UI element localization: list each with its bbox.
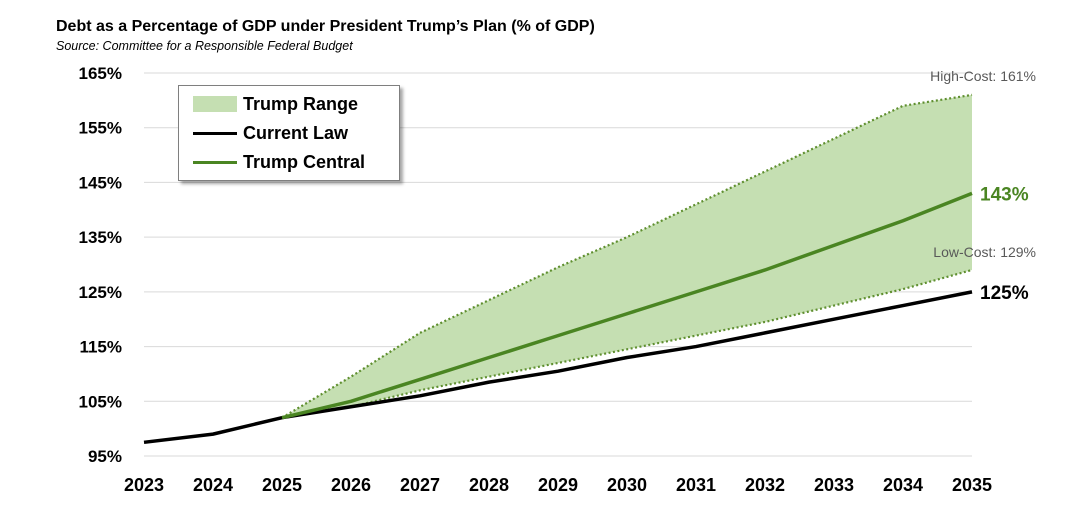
- y-tick-label: 155%: [79, 119, 122, 138]
- trump-range-area: [282, 94, 972, 418]
- annotation-high-cost: High-Cost: 161%: [930, 68, 1036, 84]
- legend: Trump Range Current Law Trump Central: [178, 85, 400, 181]
- annotation-central-end: 143%: [980, 184, 1029, 205]
- y-tick-label: 115%: [79, 338, 122, 357]
- legend-label: Trump Central: [243, 151, 366, 172]
- x-tick-label: 2034: [883, 475, 923, 495]
- legend-swatch-current-law: [193, 131, 237, 135]
- range-high-edge: [281, 93, 973, 419]
- y-tick-label: 145%: [79, 173, 122, 192]
- chart-title: Debt as a Percentage of GDP under Presid…: [56, 18, 595, 35]
- x-tick-label: 2028: [469, 475, 509, 495]
- legend-swatch-range: [193, 96, 237, 112]
- legend-item-trump-central: Trump Central: [193, 151, 365, 173]
- x-tick-label: 2024: [193, 475, 233, 495]
- x-tick-label: 2029: [538, 475, 578, 495]
- y-tick-label: 105%: [79, 392, 122, 411]
- legend-swatch-trump-central: [193, 160, 237, 164]
- x-tick-label: 2025: [262, 475, 302, 495]
- y-tick-label: 135%: [79, 228, 122, 247]
- x-tick-label: 2033: [814, 475, 854, 495]
- legend-item-trump-range: Trump Range: [193, 93, 358, 115]
- legend-label: Current Law: [243, 122, 349, 143]
- annotation-current-end: 125%: [980, 283, 1029, 304]
- y-tick-label: 165%: [79, 64, 122, 83]
- chart-subtitle: Source: Committee for a Responsible Fede…: [56, 39, 353, 53]
- legend-item-current-law: Current Law: [193, 122, 348, 144]
- x-tick-label: 2035: [952, 475, 992, 495]
- x-tick-label: 2032: [745, 475, 785, 495]
- range-low-edge: [281, 268, 973, 419]
- annotation-low-cost: Low-Cost: 129%: [933, 244, 1036, 260]
- x-tick-label: 2031: [676, 475, 716, 495]
- x-tick-label: 2023: [124, 475, 164, 495]
- x-tick-label: 2027: [400, 475, 440, 495]
- legend-label: Trump Range: [243, 93, 359, 114]
- y-tick-label: 95%: [88, 447, 122, 466]
- x-tick-label: 2030: [607, 475, 647, 495]
- x-tick-label: 2026: [331, 475, 371, 495]
- y-tick-label: 125%: [79, 283, 122, 302]
